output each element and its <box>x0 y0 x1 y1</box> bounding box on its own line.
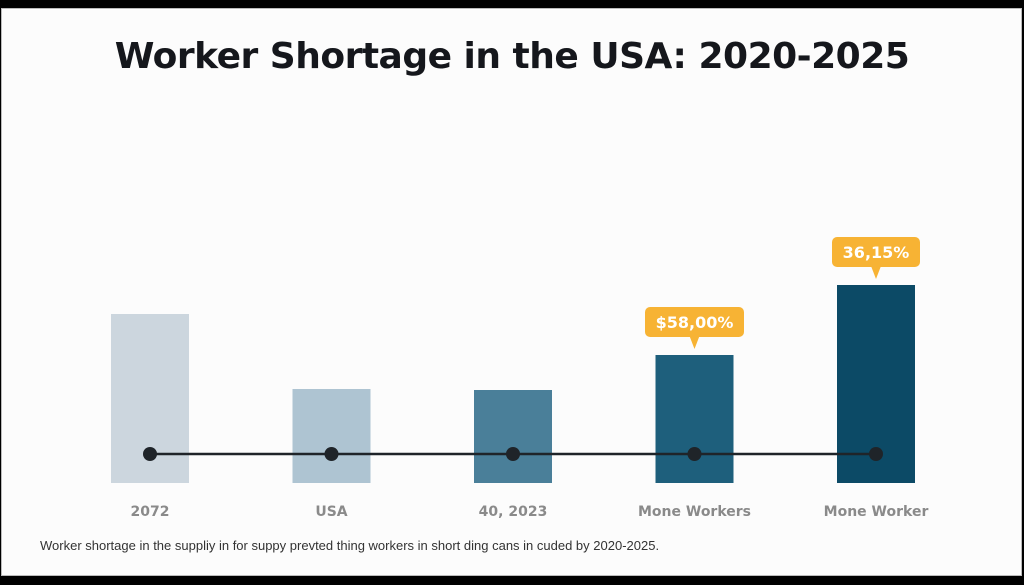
bar-3 <box>655 355 734 483</box>
x-tick-label: 2072 <box>131 504 170 520</box>
line-point <box>869 447 883 461</box>
x-tick-label: 40, 2023 <box>479 504 548 520</box>
bar-1 <box>292 389 371 483</box>
x-tick-label: Mone Workers <box>638 504 751 520</box>
callout-label: $58,00% <box>656 313 734 332</box>
line-point <box>324 447 339 461</box>
value-callout: 36,15% <box>832 237 920 279</box>
chart-caption: Worker shortage in the suppliy in for su… <box>40 538 660 553</box>
value-callout: $58,00% <box>645 307 744 349</box>
line-point <box>506 447 520 461</box>
x-tick-label: USA <box>315 504 347 520</box>
bar-2 <box>474 390 552 483</box>
x-tick-label: Mone Worker <box>824 504 929 520</box>
line-point <box>143 447 157 461</box>
chart-title: Worker Shortage in the USA: 2020-2025 <box>114 36 910 77</box>
line-point <box>687 447 702 461</box>
callout-label: 36,15% <box>843 243 910 262</box>
